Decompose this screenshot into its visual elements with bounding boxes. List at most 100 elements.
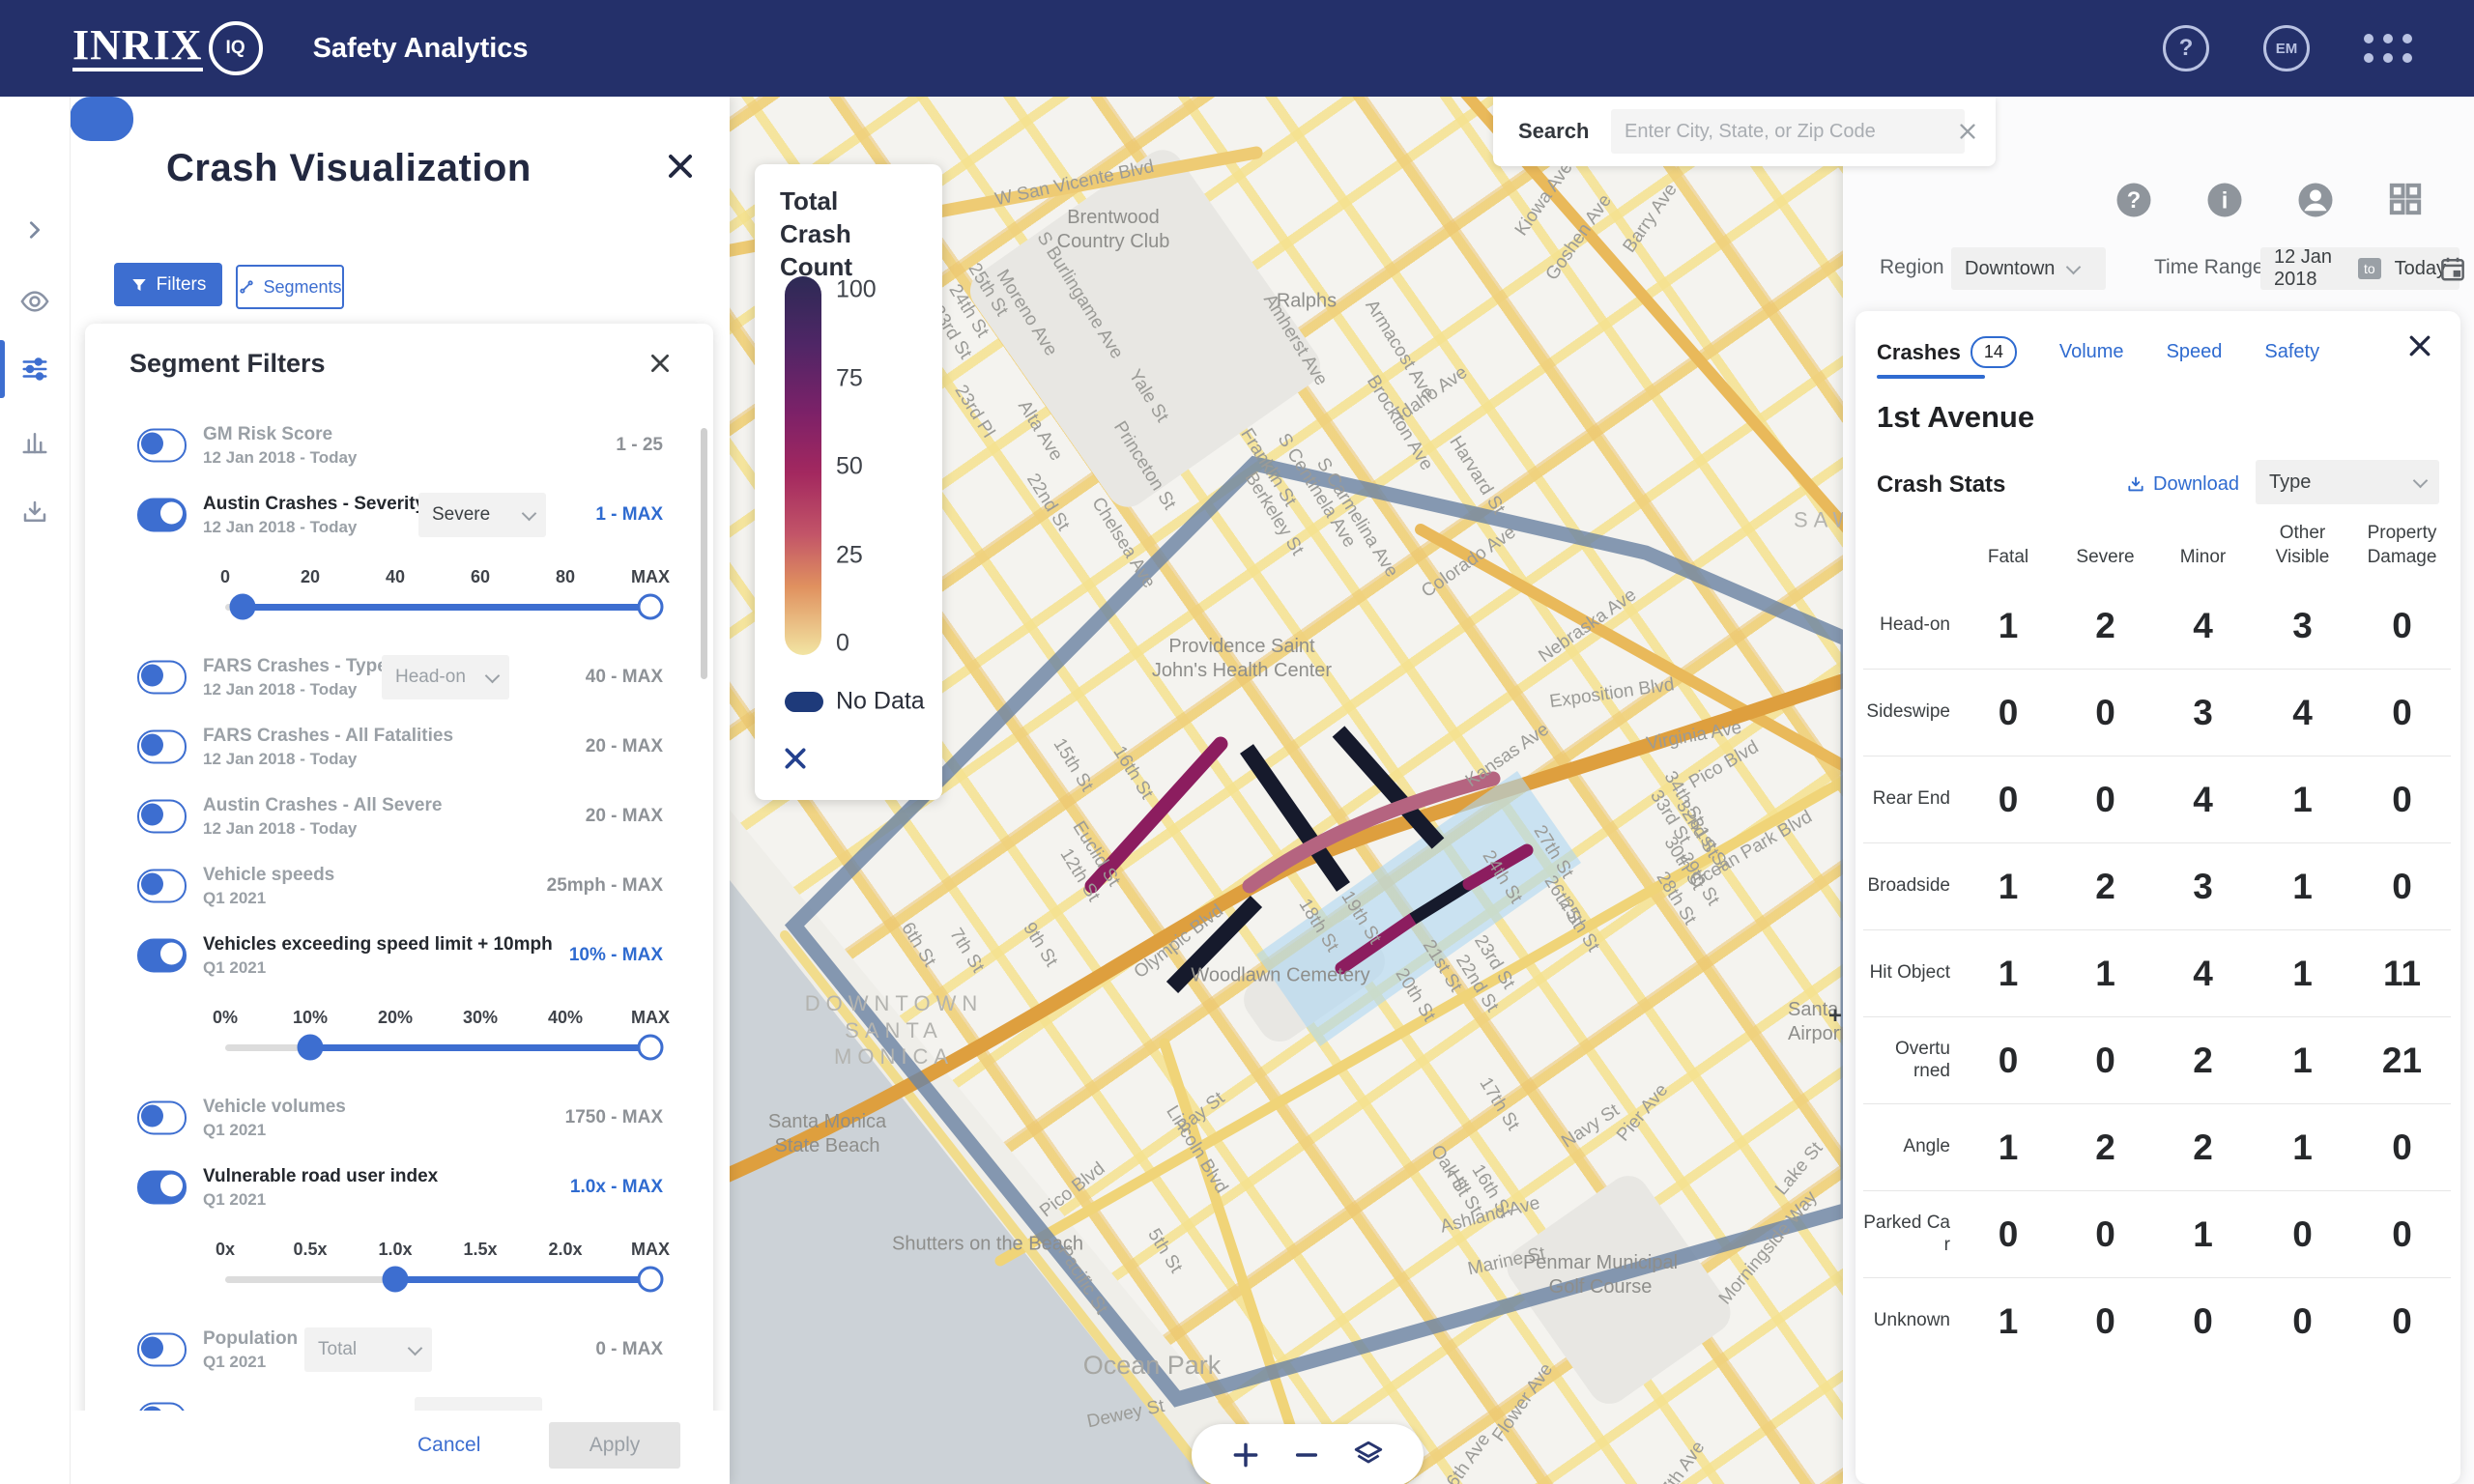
toggle-knob (141, 734, 163, 756)
slider-tick-label: 2.0x (548, 1240, 582, 1260)
table-row[interactable]: Broadside12310 (1863, 842, 2451, 929)
zoom-out-button[interactable] (1291, 1440, 1322, 1470)
tab-safety[interactable]: Safety (2264, 341, 2319, 363)
toggle-knob (141, 873, 163, 896)
inrix-logo[interactable]: INRIX IQ (72, 21, 263, 75)
iq-logo-badge: IQ (209, 21, 263, 75)
tab-crashes[interactable]: Crashes 14 (1877, 336, 2017, 368)
search-input[interactable]: Enter City, State, or Zip Code (1611, 109, 1965, 154)
avatar[interactable]: EM (2263, 25, 2310, 71)
chevron-down-icon (2066, 259, 2082, 274)
filter-dropdown[interactable]: Severe (418, 493, 546, 537)
filter-toggle[interactable] (137, 429, 187, 463)
stat-value: 4 (2154, 780, 2252, 820)
filter-row: Vehicle speedsQ1 202125mph - MAX (85, 851, 713, 921)
table-row[interactable]: Head-on12430 (1863, 583, 2451, 669)
svg-text:?: ? (2127, 188, 2141, 214)
filters-scrollbar[interactable] (701, 428, 707, 679)
selected-street-title: 1st Avenue (1877, 400, 2034, 435)
filter-range-value: 0 - MAX (595, 1339, 663, 1360)
stat-value: 11 (2353, 954, 2451, 994)
table-row[interactable]: Overturned002121 (1863, 1016, 2451, 1103)
stat-value: 21 (2353, 1041, 2451, 1081)
filters-tab-button[interactable]: Filters (114, 263, 222, 306)
map-label: DOWNTOWN SANTA MONICA (805, 990, 983, 1070)
search-clear-icon[interactable] (1957, 121, 1978, 142)
zoom-in-button[interactable] (1230, 1440, 1261, 1470)
panel-user-icon[interactable] (2295, 180, 2336, 220)
filter-dropdown[interactable]: Head-on (382, 655, 509, 699)
filter-range-value: 20 - MAX (586, 736, 663, 757)
panel-grid-icon[interactable] (2386, 180, 2425, 218)
slider-tick-label: 60 (471, 567, 490, 587)
crash-visualization-panel: Crash Visualization Filters Segments Seg… (70, 97, 730, 1484)
segment-filters-close-icon[interactable] (647, 351, 673, 376)
table-row[interactable]: Unknown10000 (1863, 1277, 2451, 1364)
slider-track[interactable] (225, 1044, 650, 1051)
slider-tick-label: 30% (463, 1008, 498, 1028)
slider-handle-max[interactable] (638, 1267, 664, 1293)
table-row[interactable]: Rear End00410 (1863, 756, 2451, 842)
type-dropdown[interactable]: Type (2256, 460, 2439, 504)
filter-toggle[interactable] (137, 661, 187, 695)
slider-track[interactable] (225, 1276, 650, 1283)
slider-handle-min[interactable] (298, 1035, 324, 1061)
slider-tick-label: 20 (301, 567, 320, 587)
stats-close-icon[interactable] (2406, 332, 2433, 359)
apply-button[interactable]: Apply (549, 1422, 680, 1469)
slider-tick-label: 10% (293, 1008, 328, 1028)
panel-info-icon[interactable]: i (2204, 180, 2245, 220)
calendar-icon[interactable] (2438, 254, 2467, 283)
help-icon[interactable]: ? (2163, 25, 2209, 71)
download-link[interactable]: Download (2126, 473, 2239, 496)
panel-help-icon[interactable]: ? (2114, 180, 2154, 220)
slider-handle-max[interactable] (638, 1035, 664, 1061)
segments-tab-button[interactable]: Segments (236, 265, 344, 309)
slider-tick-label: 0.5x (293, 1240, 327, 1260)
filter-dropdown[interactable]: Total (304, 1327, 432, 1372)
filter-info: Vulnerable road user indexQ1 2021 (203, 1165, 570, 1210)
filter-toggle[interactable] (137, 730, 187, 764)
tab-volume[interactable]: Volume (2059, 341, 2124, 363)
eye-icon[interactable] (0, 271, 70, 332)
panel-close-icon[interactable] (665, 151, 696, 182)
toggle-knob (141, 665, 163, 687)
crash-visualization-toggle[interactable] (70, 97, 133, 141)
layers-button[interactable] (1352, 1439, 1385, 1471)
filter-toggle[interactable] (137, 800, 187, 834)
slider-track[interactable] (225, 604, 650, 611)
expand-chevron-icon[interactable] (0, 199, 70, 261)
filter-toggle[interactable] (137, 870, 187, 903)
cancel-button[interactable]: Cancel (417, 1434, 480, 1457)
slider-tick-label: 40% (548, 1008, 583, 1028)
filter-period: 12 Jan 2018 - Today (203, 819, 570, 839)
slider-tick-label: 0x (216, 1240, 235, 1260)
filter-toggle[interactable] (137, 1333, 187, 1367)
tab-speed[interactable]: Speed (2167, 341, 2223, 363)
filter-toggle[interactable] (137, 1101, 187, 1135)
apps-grid-icon[interactable] (2364, 34, 2412, 63)
download-icon[interactable] (0, 481, 70, 543)
sliders-icon[interactable] (0, 338, 70, 400)
slider-handle-min[interactable] (383, 1267, 409, 1293)
legend-close-icon[interactable] (783, 746, 808, 771)
filter-toggle[interactable] (137, 499, 187, 532)
filter-name: FARS Crashes - All Fatalities (203, 725, 570, 748)
table-row[interactable]: Hit Object114111 (1863, 929, 2451, 1016)
bar-chart-icon[interactable] (0, 412, 70, 473)
slider-handle-min[interactable] (229, 594, 255, 620)
table-row[interactable]: Sideswipe00340 (1863, 669, 2451, 756)
legend-tick-label: 50 (836, 453, 863, 481)
filter-period: Q1 2021 (203, 889, 570, 908)
stat-value: 1 (2252, 954, 2353, 994)
crash-count-legend: Total Crash Count 1007550250 No Data (755, 164, 942, 800)
filter-toggle[interactable] (137, 939, 187, 973)
chevron-down-icon (2413, 472, 2429, 488)
table-row[interactable]: Angle12210 (1863, 1103, 2451, 1190)
region-dropdown[interactable]: Downtown (1951, 247, 2106, 290)
time-range-picker[interactable]: 12 Jan 2018 to Today (2260, 247, 2460, 290)
table-row[interactable]: Parked Car00100 (1863, 1190, 2451, 1277)
filter-toggle[interactable] (137, 1171, 187, 1205)
slider-tick-label: 1.0x (378, 1240, 412, 1260)
slider-handle-max[interactable] (638, 594, 664, 620)
